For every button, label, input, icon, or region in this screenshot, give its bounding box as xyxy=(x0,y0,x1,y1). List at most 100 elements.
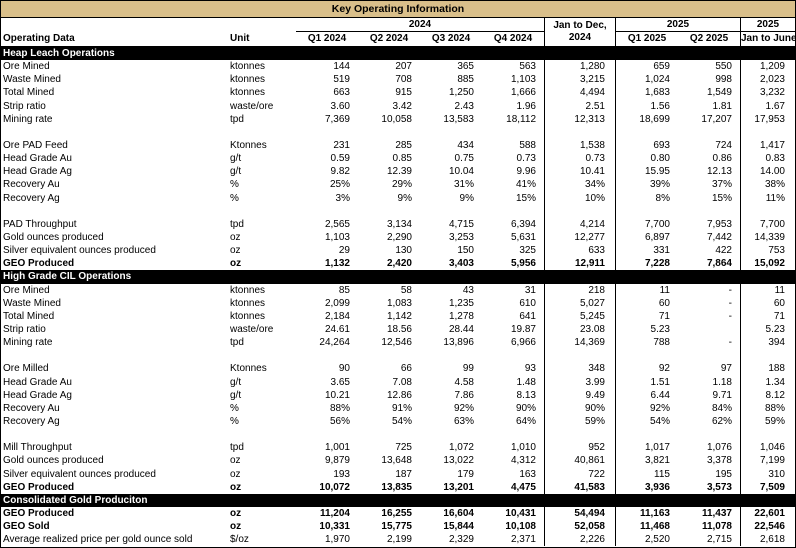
table-row: Waste Mined ktonnes 2,099 1,083 1,235 610 5,02… xyxy=(1,296,795,310)
table-row: PAD Throughput tpd 2,565 3,134 4,715 6,394 4,2… xyxy=(1,217,795,231)
cell-value: 93 xyxy=(524,363,536,375)
cell-value: 15% xyxy=(515,192,536,204)
cell-value: 3,821 xyxy=(644,455,670,467)
cell-value: 6,394 xyxy=(510,218,536,230)
table-row: Recovery Ag% 3% 9% 9% 15% 10% 8% 15% 11% xyxy=(1,191,795,205)
row-unit: Ktonnes xyxy=(230,139,267,151)
cell-value: 1.56 xyxy=(650,100,670,112)
cell-value: 10,058 xyxy=(381,113,412,125)
table-row: Recovery Ag% 56% 54% 63% 64% 59% 54% 62% 59% xyxy=(1,414,795,429)
table-row: Head Grade Ag g/t 9.82 12.39 10.04 9.96 10.41 1… xyxy=(1,165,795,179)
cell-value: 7,442 xyxy=(706,231,732,243)
cell-value: 4,312 xyxy=(510,455,536,467)
header-group-2024: 2024 xyxy=(296,18,544,32)
row-label: Strip ratio xyxy=(3,100,46,112)
cell-value: 2,199 xyxy=(386,534,412,546)
cell-value: 550 xyxy=(715,61,732,73)
cell-value: 15.95 xyxy=(644,166,670,178)
cell-value: 663 xyxy=(333,87,350,99)
cell-value-jan-june: 2,023 xyxy=(740,73,795,87)
cell-value: 0.80 xyxy=(650,153,670,165)
cell-value-jan-dec: 9.49 xyxy=(544,388,616,402)
cell-value xyxy=(678,349,740,362)
cell-value-jan-dec: 52,058 xyxy=(544,520,616,534)
header-q4-2024: Q4 2024 xyxy=(493,33,533,44)
cell-value: 54% xyxy=(649,415,670,427)
row-label: Recovery Ag xyxy=(3,415,60,427)
table-row: Head Grade Au g/t 3.65 7.08 4.58 1.48 3.99 1.51… xyxy=(1,375,795,389)
cell-value: 4,715 xyxy=(448,218,474,230)
section-header: Heap Leach Operations xyxy=(1,47,795,61)
cell-value-jan-june: 7,509 xyxy=(740,480,795,494)
cell-value: 207 xyxy=(395,61,412,73)
cell-value xyxy=(482,205,544,218)
row-label: Total Mined xyxy=(3,87,55,99)
cell-value: 16,604 xyxy=(443,507,474,519)
table-row: Strip ratio waste/ore 3.60 3.42 2.43 1.96 2.51… xyxy=(1,99,795,113)
row-unit: tpd xyxy=(230,113,244,125)
cell-value: 365 xyxy=(457,61,474,73)
row-label: Recovery Au xyxy=(3,179,60,191)
cell-value: 13,201 xyxy=(443,481,474,493)
cell-value: 58 xyxy=(400,284,412,296)
table-row: Gold ounces produced oz 1,103 2,290 3,253 5,6… xyxy=(1,230,795,245)
cell-value: 9.71 xyxy=(712,389,732,401)
cell-value xyxy=(678,205,740,218)
row-label: Gold ounces produced xyxy=(3,231,104,243)
cell-value-jan-dec: 722 xyxy=(544,467,616,481)
table-row: GEO Sold oz 10,331 15,775 15,844 10,108 52,058… xyxy=(1,520,795,534)
cell-value-jan-june: 38% xyxy=(740,178,795,192)
cell-value-jan-dec: 40,861 xyxy=(544,454,616,468)
cell-value: 1,250 xyxy=(448,87,474,99)
cell-value: 1,278 xyxy=(448,310,474,322)
cell-value-jan-june: 22,546 xyxy=(740,520,795,534)
cell-value-jan-dec: 10% xyxy=(544,191,616,205)
row-unit: ktonnes xyxy=(230,297,266,309)
row-unit: oz xyxy=(230,481,242,493)
cell-value: 1,666 xyxy=(510,87,536,99)
cell-value: 325 xyxy=(519,245,536,257)
row-unit: $/oz xyxy=(230,534,249,546)
cell-value: 3.65 xyxy=(330,376,350,388)
header-q2-2024: Q2 2024 xyxy=(369,33,409,44)
table-row: Strip ratio waste/ore 24.61 18.56 28.44 19.87… xyxy=(1,322,795,337)
table-title: Key Operating Information xyxy=(1,1,795,18)
header-q1-2024: Q1 2024 xyxy=(307,33,347,44)
row-label: Head Grade Au xyxy=(3,153,72,165)
cell-value: 2,565 xyxy=(324,218,350,230)
row-unit: tpd xyxy=(230,442,244,454)
row-label: Head Grade Ag xyxy=(3,389,72,401)
row-unit: waste/ore xyxy=(230,323,274,335)
cell-value: 4,475 xyxy=(510,481,536,493)
row-label: GEO Produced xyxy=(3,481,75,493)
row-label: GEO Produced xyxy=(3,507,75,519)
cell-value: 31 xyxy=(524,284,536,296)
cell-value-jan-june: 7,700 xyxy=(740,217,795,231)
cell-value xyxy=(296,205,358,218)
cell-value: 788 xyxy=(653,337,670,349)
cell-value: - xyxy=(728,337,732,349)
cell-value: 28.44 xyxy=(448,323,474,335)
cell-value: 115 xyxy=(654,468,670,480)
table-row: Ore Mined ktonnes 144 207 365 563 1,280 659 550 1… xyxy=(1,60,795,74)
cell-value-jan-june xyxy=(740,428,795,442)
cell-value: 3,378 xyxy=(706,455,732,467)
cell-value-jan-dec: 12,277 xyxy=(544,230,616,245)
cell-value: 15,844 xyxy=(443,521,474,533)
cell-value: 130 xyxy=(395,245,412,257)
cell-value: 91% xyxy=(391,402,412,414)
section-header: High Grade CIL Operations xyxy=(1,270,795,284)
cell-value-jan-june: 1,046 xyxy=(740,441,795,455)
cell-value: 0.85 xyxy=(392,153,412,165)
cell-value: 9,879 xyxy=(324,455,350,467)
row-unit: ktonnes xyxy=(230,87,266,99)
cell-value-jan-dec xyxy=(544,349,616,363)
row-label: Average realized price per gold ounce so… xyxy=(3,534,193,546)
cell-value: 29% xyxy=(391,179,412,191)
table-row: Head Grade Ag g/t 10.21 12.86 7.86 8.13 9.49 6.… xyxy=(1,388,795,402)
cell-value xyxy=(296,126,358,139)
header-group-2025-quarters: 2025 xyxy=(616,18,740,32)
cell-value: 11,163 xyxy=(639,507,670,519)
cell-value: 9.96 xyxy=(516,166,536,178)
